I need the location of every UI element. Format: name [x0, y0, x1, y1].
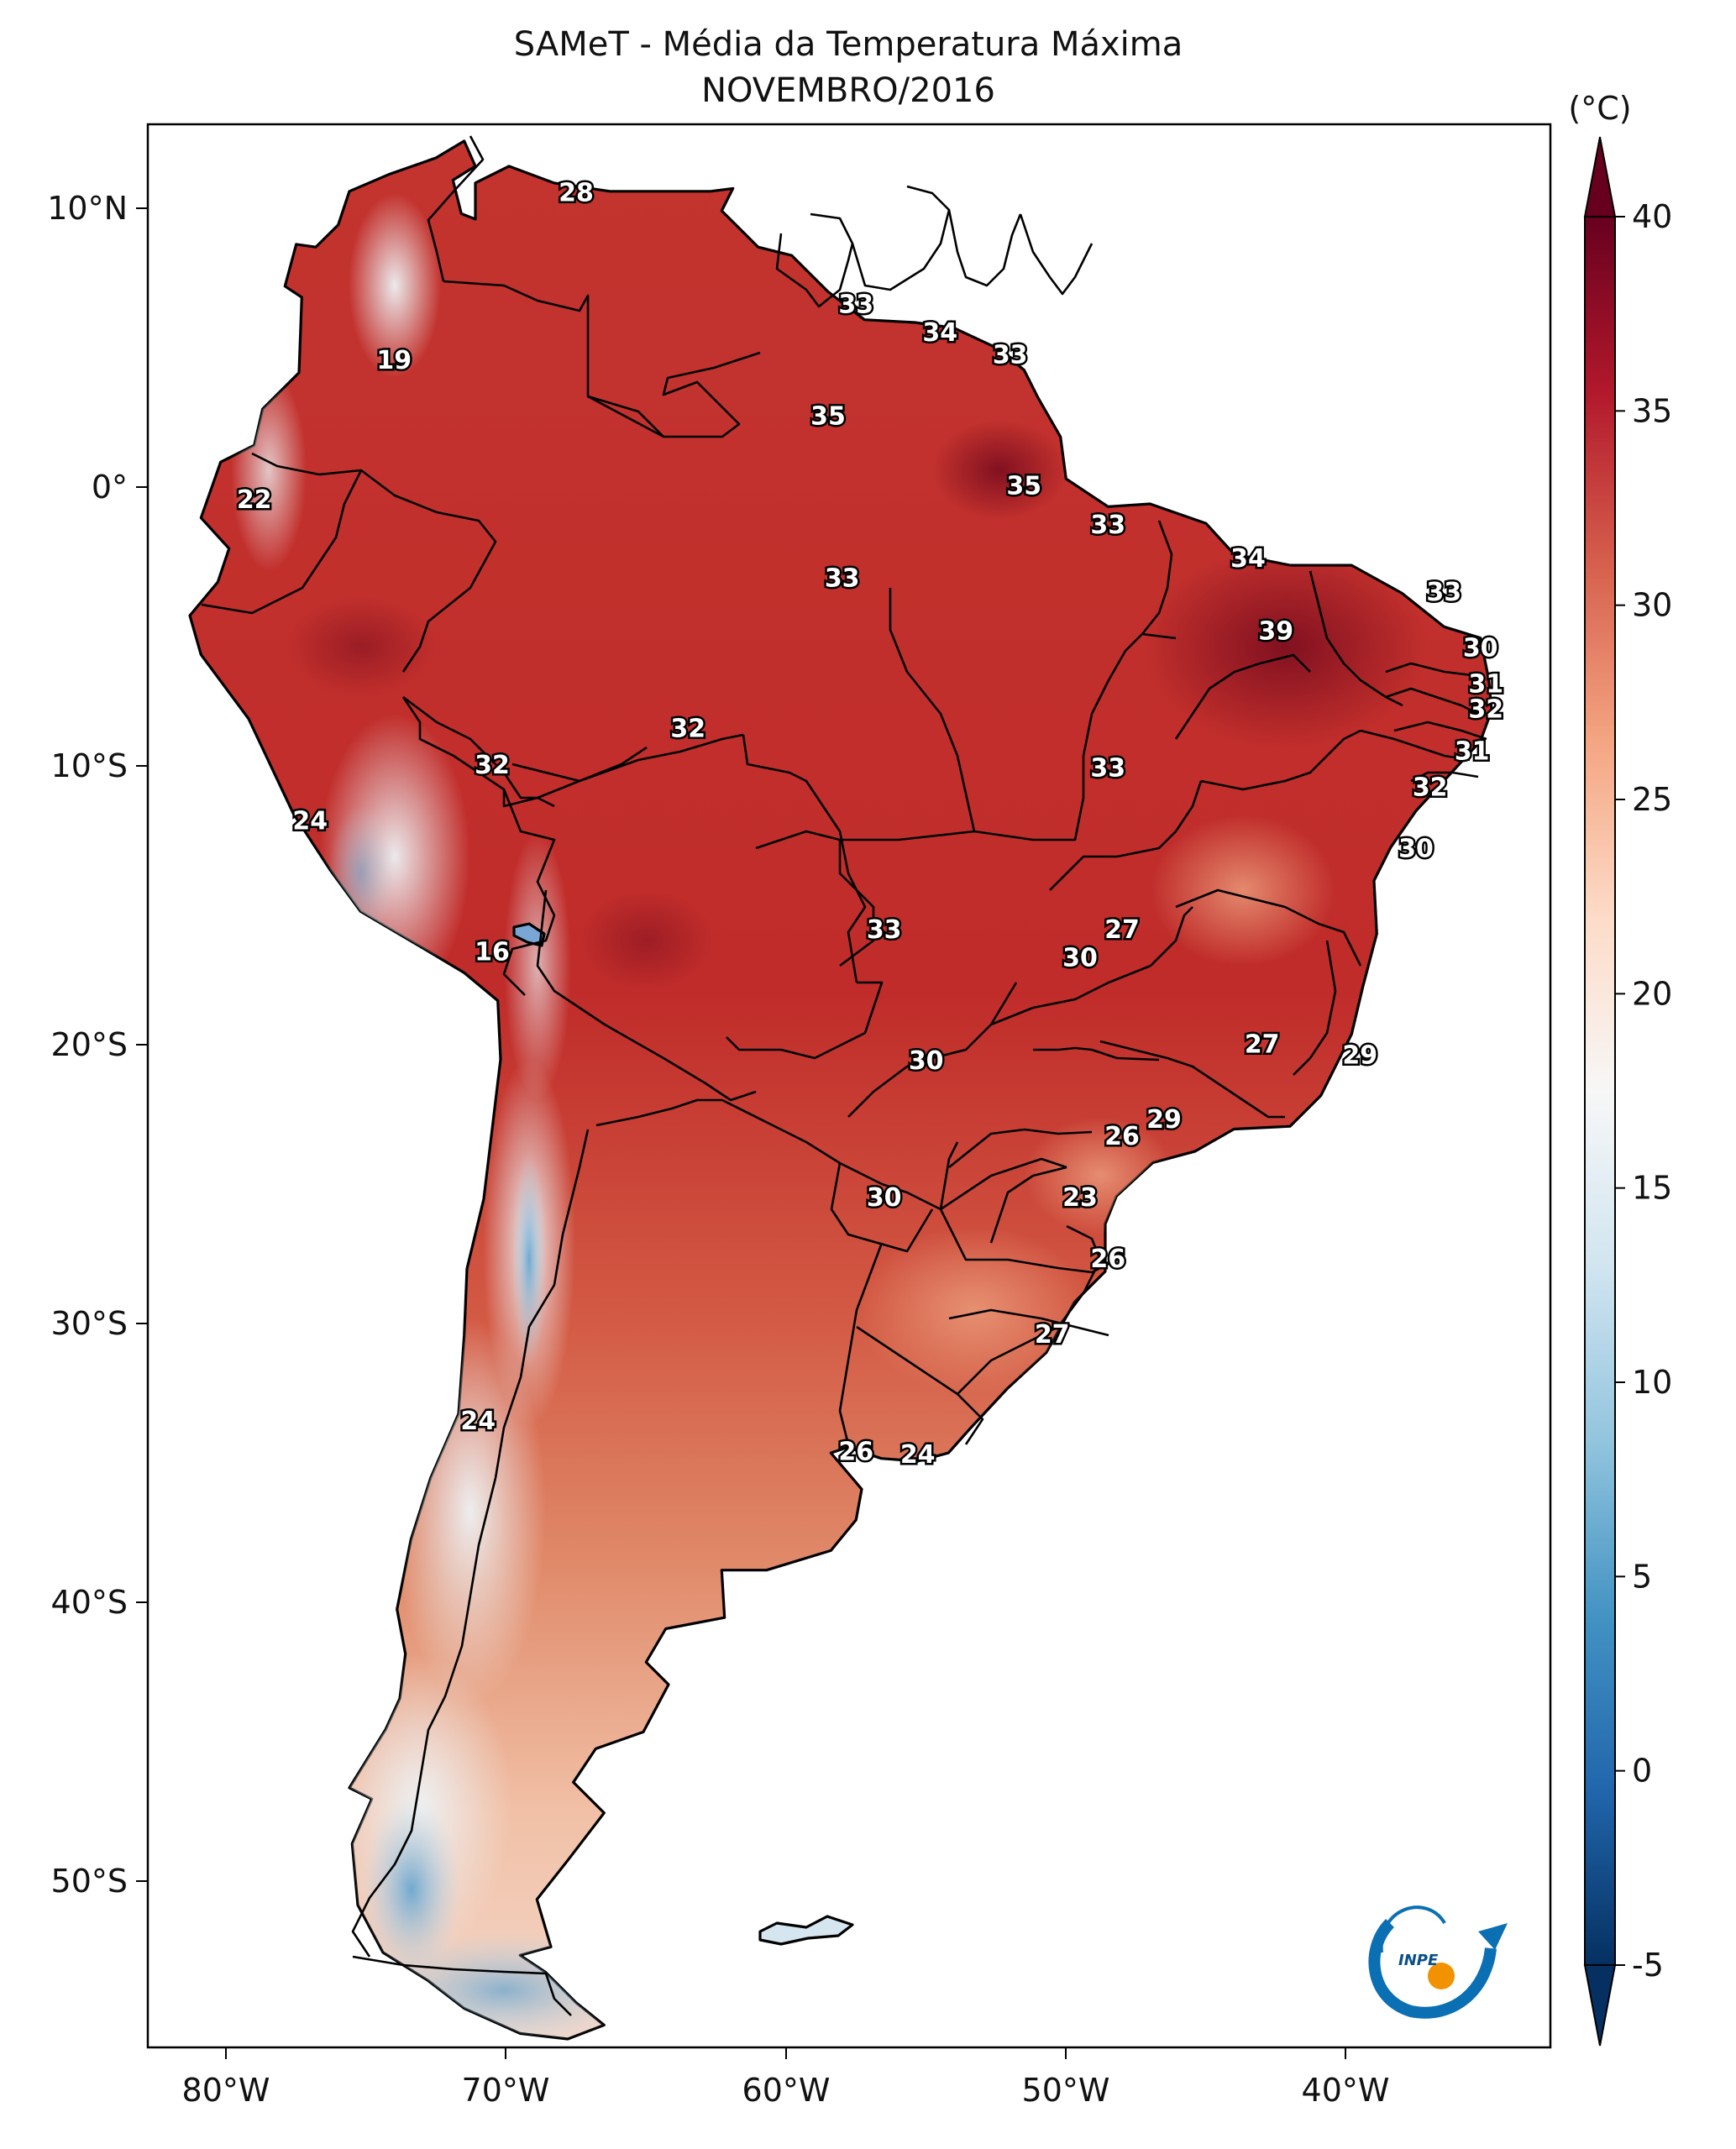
map-title: SAMeT - Média da Temperatura Máxima — [514, 25, 1183, 64]
temperature-label: 22 — [237, 485, 272, 515]
lat-label-30s: 30°S — [51, 1305, 128, 1342]
lat-label-20s: 20°S — [51, 1026, 128, 1063]
land-temperature-field — [188, 139, 1493, 2041]
temperature-label: 33 — [1090, 511, 1125, 540]
temperature-label: 32 — [1413, 773, 1448, 803]
colorbar-max-arrow — [1583, 136, 1617, 218]
colorbar-tick-label: 40 — [1632, 198, 1672, 235]
colorbar-ticks: -5 0 5 10 15 20 25 30 35 40 — [1615, 198, 1672, 1984]
temperature-label: 30 — [867, 1183, 902, 1213]
lat-label-10n: 10°N — [47, 190, 128, 227]
colorbar: (°C) -5 0 5 10 15 20 25 30 35 40 — [1568, 90, 1672, 2047]
colorbar-min-arrow — [1583, 1964, 1617, 2047]
temperature-label: 28 — [559, 179, 594, 208]
lon-label-50w: 50°W — [1022, 2072, 1110, 2109]
colorbar-tick-label: 10 — [1632, 1364, 1672, 1401]
colorbar-tick-label: 5 — [1632, 1558, 1652, 1595]
temperature-label: 32 — [1468, 695, 1503, 725]
temperature-label: 26 — [1090, 1245, 1125, 1274]
temperature-label: 32 — [670, 715, 705, 744]
lon-label-70w: 70°W — [462, 2072, 550, 2109]
temperature-label: 31 — [1468, 670, 1503, 700]
temperature-label: 24 — [292, 806, 328, 836]
lon-label-40w: 40°W — [1302, 2072, 1390, 2109]
temperature-anomaly-shading — [231, 193, 1428, 2040]
lon-label-60w: 60°W — [742, 2072, 831, 2109]
temperature-labels: 2819223334333535333433333930313231323232… — [234, 176, 1505, 1471]
colorbar-tick-label: -5 — [1632, 1947, 1664, 1984]
lat-label-0: 0° — [92, 469, 128, 506]
temperature-label: 32 — [475, 751, 510, 780]
colorbar-tick-label: 0 — [1632, 1753, 1652, 1790]
latitude-axis: 10°N 0° 10°S 20°S 30°S 40°S 50°S — [47, 190, 148, 1900]
temperature-label: 30 — [1062, 943, 1098, 972]
temperature-label: 33 — [1426, 578, 1461, 607]
temperature-label: 33 — [867, 915, 902, 945]
temperature-label: 19 — [376, 346, 412, 375]
lon-label-80w: 80°W — [182, 2072, 270, 2109]
political-borders — [201, 135, 1487, 2016]
lat-label-10s: 10°S — [51, 747, 128, 784]
temperature-label: 27 — [1245, 1030, 1280, 1059]
temperature-label: 30 — [909, 1046, 944, 1076]
logo-text: INPE — [1398, 1952, 1439, 1969]
inpe-logo: INPE — [1368, 1905, 1508, 2019]
temperature-label: 39 — [1258, 616, 1293, 646]
colorbar-tick-label: 15 — [1632, 1170, 1672, 1207]
logo-sun-icon — [1428, 1963, 1455, 1989]
map-subtitle: NOVEMBRO/2016 — [701, 71, 995, 110]
colorbar-tick-label: 35 — [1632, 392, 1672, 429]
falkland-islands — [758, 1915, 854, 1946]
temperature-label: 33 — [1090, 753, 1125, 783]
temperature-label: 30 — [1398, 835, 1434, 864]
lat-label-50s: 50°S — [51, 1863, 128, 1900]
logo-swoosh — [1368, 1919, 1497, 2019]
temperature-label: 33 — [838, 291, 873, 320]
logo-orbit — [1379, 1905, 1446, 1953]
colorbar-bar — [1585, 217, 1615, 1965]
temperature-label: 31 — [1455, 736, 1490, 766]
temperature-label: 26 — [1104, 1122, 1140, 1151]
colorbar-unit: (°C) — [1568, 90, 1631, 127]
temperature-label: 16 — [475, 938, 510, 967]
temperature-label: 24 — [900, 1440, 936, 1470]
temperature-label: 33 — [825, 563, 860, 593]
lake-titicaca — [512, 922, 546, 947]
temperature-label: 29 — [1342, 1041, 1377, 1071]
temperature-label: 35 — [810, 402, 846, 432]
temperature-label: 26 — [838, 1438, 873, 1467]
temperature-label: 27 — [1104, 915, 1140, 945]
colorbar-tick-label: 30 — [1632, 587, 1672, 624]
temperature-label: 23 — [1062, 1183, 1098, 1213]
lat-label-40s: 40°S — [51, 1584, 128, 1621]
temperature-label: 34 — [922, 318, 957, 348]
temperature-label: 34 — [1230, 544, 1266, 574]
temperature-label: 29 — [1146, 1105, 1182, 1135]
logo-arrow-icon — [1478, 1923, 1508, 1950]
longitude-axis: 80°W 70°W 60°W 50°W 40°W — [182, 2047, 1390, 2109]
temperature-label: 33 — [993, 340, 1028, 370]
temperature-label: 27 — [1035, 1320, 1070, 1350]
colorbar-tick-label: 20 — [1632, 975, 1672, 1012]
temperature-label: 24 — [460, 1407, 496, 1436]
map-frame — [146, 123, 1552, 2049]
temperature-label: 35 — [1006, 472, 1041, 501]
colorbar-tick-label: 25 — [1632, 781, 1672, 818]
temperature-label: 30 — [1463, 633, 1498, 663]
